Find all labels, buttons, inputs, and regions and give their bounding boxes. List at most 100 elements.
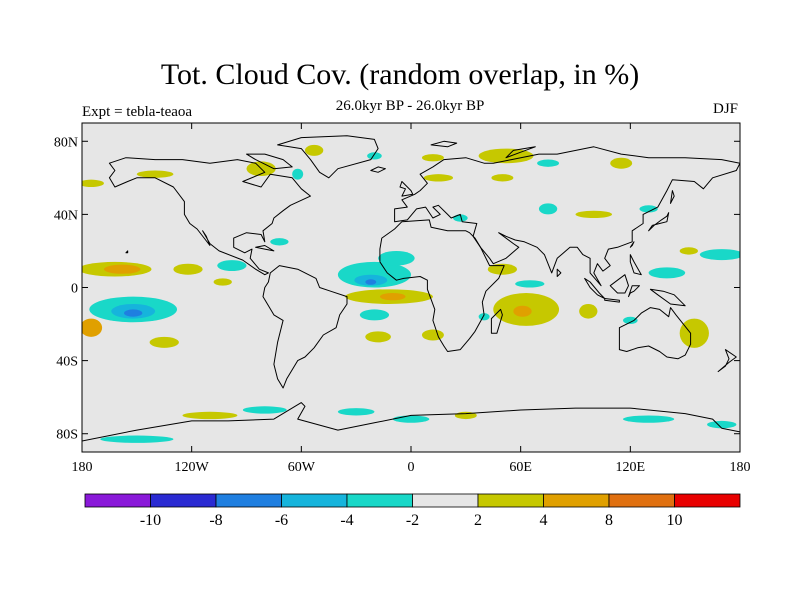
- anomaly-patch: [124, 309, 143, 317]
- coastline-great-britain: [399, 181, 414, 197]
- anomaly-patch: [491, 174, 514, 182]
- anomaly-patch: [537, 159, 560, 167]
- anomaly-patch: [478, 313, 490, 321]
- lon-tick-label: 120E: [616, 460, 646, 475]
- coastline-greenland: [277, 135, 379, 179]
- colorbar-swatch: [608, 493, 675, 508]
- colorbar-label: -2: [406, 512, 419, 529]
- anomaly-patch: [213, 278, 232, 286]
- lon-tick-label: 180: [72, 460, 93, 475]
- coastline-south-america: [262, 265, 348, 389]
- anomaly-patch: [337, 408, 375, 416]
- anomaly-patch: [579, 303, 598, 319]
- map-title: Tot. Cloud Cov. (random overlap, in %): [160, 58, 640, 91]
- axis-ticks: 80N 40N 0 40S 80S 180 120W 60W 0 60E 120E 180: [54, 123, 751, 475]
- colorbar-swatch: [543, 493, 610, 508]
- anomaly-patch: [707, 420, 737, 429]
- colorbar-label: 2: [474, 512, 482, 529]
- anomaly-patch: [513, 305, 532, 317]
- lon-tick-label: 60E: [509, 460, 532, 475]
- anomaly-patch: [217, 260, 247, 272]
- coastline-iceland: [370, 166, 386, 173]
- coastline-sri-lanka: [556, 268, 562, 277]
- coastline-eurasia: [394, 146, 740, 287]
- anomaly-patch: [270, 238, 289, 246]
- anomaly-patch: [392, 415, 430, 423]
- anomaly-patch: [575, 210, 613, 219]
- coastlines: [82, 135, 740, 442]
- anomaly-patch: [421, 329, 444, 341]
- colorbar-swatch: [84, 493, 151, 508]
- anomaly-patch: [149, 336, 179, 348]
- anomaly-patch: [173, 263, 203, 275]
- coastline-sakhalin: [670, 190, 675, 204]
- coastline-sulawesi: [628, 285, 640, 298]
- colorbar-swatch: [150, 493, 217, 508]
- lon-tick-label: 120W: [175, 460, 210, 475]
- colorbar-label: -8: [209, 512, 222, 529]
- colorbar-swatch: [412, 493, 479, 508]
- colorbar-swatch: [346, 493, 413, 508]
- anomaly-patch: [648, 267, 686, 279]
- coastline-cuba: [255, 245, 275, 252]
- coastline-svalbard: [430, 140, 458, 148]
- coastline-borneo: [609, 274, 629, 294]
- anomaly-patch: [515, 280, 545, 288]
- coastline-java: [604, 298, 620, 303]
- anomaly-patch: [242, 406, 287, 414]
- lon-tick-label: 180: [730, 460, 751, 475]
- anomaly-patch: [623, 316, 638, 325]
- colorbar-swatch: [477, 493, 544, 508]
- map-background: [82, 123, 740, 452]
- anomaly-patch: [292, 168, 304, 180]
- coastline-north-america: [108, 157, 311, 276]
- coastline-philippines: [629, 254, 642, 276]
- colorbar-label: 8: [605, 512, 613, 529]
- anomaly-patch: [82, 179, 104, 187]
- colorbar-label: -6: [275, 512, 288, 529]
- anomaly-shading: [82, 144, 740, 443]
- lat-tick-label: 0: [71, 282, 78, 297]
- anomaly-patch: [378, 250, 415, 266]
- lat-tick-label: 80S: [56, 428, 78, 443]
- time-range-subtitle: 26.0kyr BP - 26.0kyr BP: [335, 98, 485, 114]
- coastline-new-guinea: [649, 288, 686, 307]
- coastline-novaya-zemlya: [505, 146, 536, 159]
- colorbar-swatch: [281, 493, 348, 508]
- colorbar-label: -4: [340, 512, 353, 529]
- lat-tick-label: 80N: [54, 135, 78, 150]
- anomaly-patch: [538, 203, 558, 215]
- anomaly-patch: [365, 331, 391, 343]
- anomaly-patch: [679, 247, 698, 255]
- colorbar-swatch: [674, 493, 741, 508]
- colorbar-label: 10: [667, 512, 683, 529]
- colorbar: -10 -8 -6 -4 -2 2 4 8 10: [84, 493, 741, 529]
- anomaly-patch: [379, 292, 406, 301]
- experiment-label: Expt = tebla-teaoa: [82, 104, 193, 120]
- anomaly-patch: [623, 415, 675, 423]
- coastline-hawaii: [125, 250, 129, 254]
- anomaly-patch: [103, 264, 141, 274]
- lon-tick-label: 0: [408, 460, 415, 475]
- colorbar-label: 4: [540, 512, 548, 529]
- coastline-africa: [379, 219, 505, 352]
- anomaly-patch: [359, 309, 390, 321]
- coastline-antarctica: [82, 402, 740, 442]
- anomaly-patch: [365, 279, 377, 285]
- anomaly-patch: [136, 170, 174, 178]
- coastline-baffin-island: [246, 153, 293, 170]
- anomaly-patch: [100, 435, 174, 443]
- season-label: DJF: [712, 101, 738, 117]
- anomaly-patch: [699, 249, 740, 261]
- lat-tick-label: 40S: [56, 355, 78, 370]
- anomaly-patch: [421, 154, 444, 162]
- colorbar-label: -10: [140, 512, 161, 529]
- anomaly-patch: [304, 144, 324, 156]
- coastline-new-zealand: [717, 349, 737, 373]
- lon-tick-label: 60W: [288, 460, 316, 475]
- anomaly-patch: [423, 174, 454, 182]
- anomaly-patch: [82, 318, 103, 337]
- anomaly-patch: [182, 411, 238, 420]
- lat-tick-label: 40N: [54, 208, 78, 223]
